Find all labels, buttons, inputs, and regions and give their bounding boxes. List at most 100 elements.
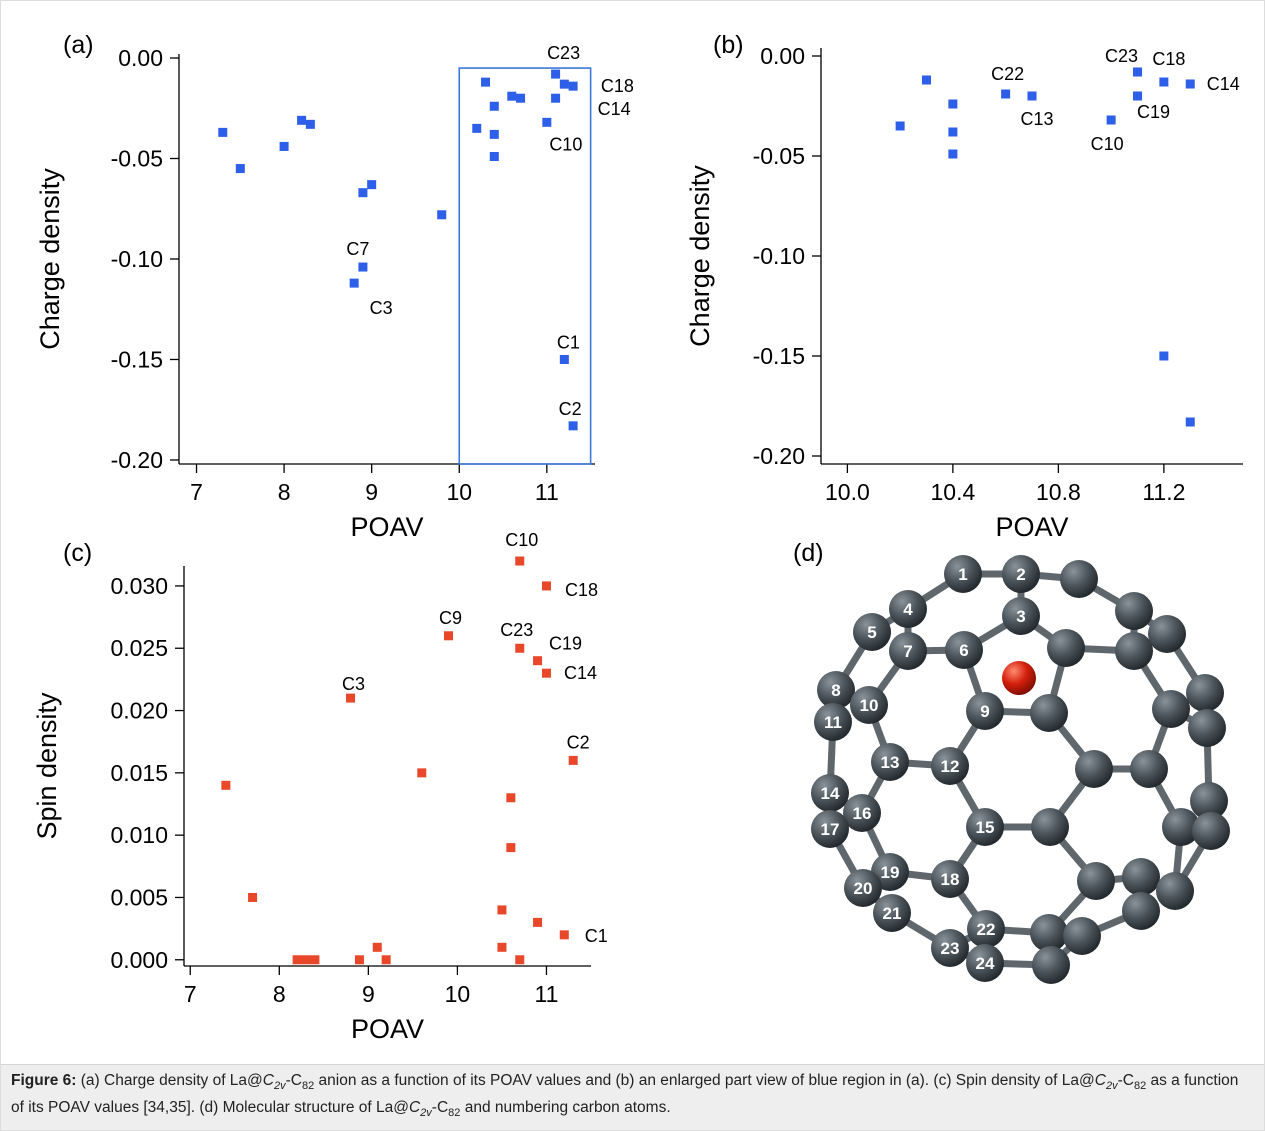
point-label: C13 <box>1020 109 1053 129</box>
point-label: C14 <box>564 663 597 683</box>
y-tick-label: -0.05 <box>111 146 163 172</box>
point-label: C2 <box>559 399 582 419</box>
carbon-atom <box>1190 782 1228 820</box>
carbon-atom <box>931 747 969 785</box>
data-point <box>551 93 561 103</box>
data-point <box>292 955 302 965</box>
carbon-atom <box>1115 632 1153 670</box>
carbon-atom <box>1031 808 1069 846</box>
atom-label: 4 <box>903 600 913 619</box>
caption: Figure 6: (a) Charge density of La@C2v-C… <box>1 1064 1264 1130</box>
data-point <box>497 942 507 952</box>
carbon-atom <box>1060 560 1098 598</box>
caption-text: 2v <box>1105 1080 1118 1093</box>
y-tick-label: -0.20 <box>753 443 805 469</box>
data-point <box>1159 77 1169 87</box>
caption-text: as a function of its POAV values [34,35]… <box>11 1072 1239 1117</box>
x-tick-label: 11.2 <box>1142 479 1185 505</box>
y-tick-label: -0.15 <box>111 346 163 372</box>
atom-label: 14 <box>821 784 840 803</box>
data-point <box>1133 91 1142 101</box>
y-tick-label: 0.010 <box>110 822 168 848</box>
atom-label: 18 <box>941 870 960 889</box>
carbon-atom <box>931 929 969 967</box>
caption-text: C <box>1094 1072 1106 1089</box>
data-point <box>346 693 356 703</box>
lanthanum-atom <box>1002 661 1036 695</box>
data-point <box>568 755 578 765</box>
data-point <box>533 917 543 927</box>
highlight-region <box>458 67 592 465</box>
point-label: C18 <box>1152 49 1185 69</box>
carbon-atom <box>966 944 1004 982</box>
point-label: C10 <box>549 134 582 154</box>
carbon-atom <box>1030 914 1068 952</box>
atom-label: 15 <box>976 818 995 837</box>
caption-text: 2v <box>420 1107 432 1120</box>
data-point <box>367 180 377 190</box>
carbon-atom <box>811 774 849 812</box>
caption-text: 82 <box>1133 1080 1147 1093</box>
point-label: C23 <box>500 620 533 640</box>
carbon-atom <box>1115 592 1153 630</box>
carbon-atom <box>931 860 969 898</box>
data-point <box>533 656 543 666</box>
point-label: C1 <box>585 926 608 946</box>
data-point <box>221 780 231 790</box>
carbon-atom <box>889 632 927 670</box>
data-point <box>568 421 578 431</box>
atom-label: 9 <box>980 702 989 721</box>
y-tick-label: -0.20 <box>111 447 163 473</box>
x-tick-label: 7 <box>190 479 203 505</box>
carbon-atom <box>1002 555 1040 593</box>
point-label: C18 <box>565 580 598 600</box>
carbon-atom <box>1122 858 1160 896</box>
point-label: C19 <box>1137 102 1170 122</box>
carbon-atom <box>966 692 1004 730</box>
carbon-atom <box>843 794 881 832</box>
data-point <box>305 119 315 129</box>
carbon-atom <box>811 810 849 848</box>
data-point <box>472 123 482 133</box>
y-tick-label: 0.030 <box>110 573 168 599</box>
point-label: C18 <box>601 76 634 96</box>
y-axis-title: Charge density <box>685 165 715 347</box>
data-point <box>516 93 526 103</box>
x-tick-label: 10.4 <box>930 479 975 505</box>
x-tick-label: 8 <box>273 981 286 1007</box>
atom-label: 21 <box>883 904 902 923</box>
data-point <box>948 149 958 159</box>
carbon-atom <box>967 910 1005 948</box>
carbon-atom <box>1002 597 1040 635</box>
carbon-atom <box>814 703 852 741</box>
atom-label: 19 <box>881 863 900 882</box>
point-label: C2 <box>567 732 590 752</box>
y-tick-label: 0.025 <box>110 635 168 661</box>
carbon-atom <box>944 555 982 593</box>
atom-label: 6 <box>959 641 968 660</box>
data-point <box>1027 91 1037 101</box>
data-point <box>235 164 245 174</box>
data-point <box>358 262 368 272</box>
data-point <box>506 843 516 853</box>
caption-text: (a) Charge density of La@ <box>76 1072 263 1089</box>
caption-text: -C <box>1117 1072 1134 1089</box>
data-point <box>358 188 368 198</box>
carbon-atom <box>850 686 888 724</box>
atom-label: 1 <box>958 565 967 584</box>
y-tick-label: -0.05 <box>753 143 805 169</box>
caption-text: 82 <box>448 1107 461 1120</box>
data-point <box>515 643 525 653</box>
x-tick-label: 9 <box>365 479 378 505</box>
caption-text: -C <box>431 1099 449 1117</box>
data-point <box>1159 351 1169 361</box>
y-tick-label: 0.00 <box>760 43 805 69</box>
data-point <box>922 75 931 85</box>
carbon-atom <box>1192 812 1230 850</box>
data-point <box>506 793 516 803</box>
caption-text: 2v <box>273 1080 286 1093</box>
y-tick-label: 0.015 <box>110 760 168 786</box>
carbon-atom <box>1156 872 1194 910</box>
